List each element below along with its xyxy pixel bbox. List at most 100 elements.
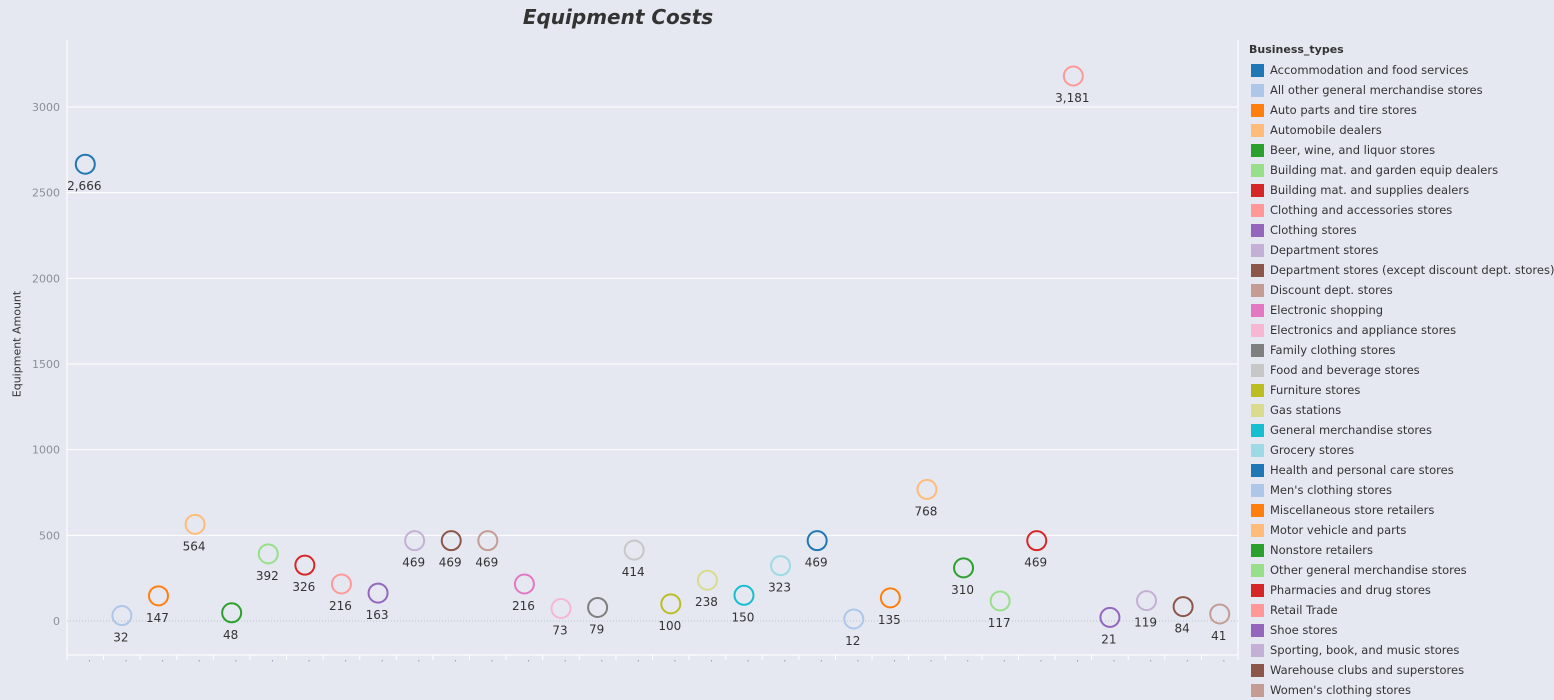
legend-item[interactable]: Sporting, book, and music stores bbox=[1249, 640, 1554, 660]
data-point bbox=[1026, 530, 1048, 552]
data-point bbox=[550, 597, 572, 619]
legend-label: Building mat. and supplies dealers bbox=[1270, 183, 1470, 197]
data-point bbox=[1062, 65, 1084, 87]
legend-swatch bbox=[1251, 663, 1264, 677]
x-tick-label bbox=[784, 660, 786, 662]
legend-swatch bbox=[1251, 363, 1264, 377]
legend-item[interactable]: Accommodation and food services bbox=[1249, 60, 1554, 80]
data-label: 79 bbox=[589, 622, 604, 636]
legend-label: All other general merchandise stores bbox=[1270, 83, 1483, 97]
legend-label: Food and beverage stores bbox=[1270, 363, 1420, 377]
legend-swatch bbox=[1251, 523, 1264, 537]
legend-item[interactable]: Health and personal care stores bbox=[1249, 460, 1554, 480]
legend-label: Men's clothing stores bbox=[1270, 483, 1392, 497]
legend-item[interactable]: Department stores (except discount dept.… bbox=[1249, 260, 1554, 280]
x-tick-label bbox=[1186, 660, 1188, 662]
legend-item[interactable]: Food and beverage stores bbox=[1249, 360, 1554, 380]
legend: Business_types Accommodation and food se… bbox=[1249, 43, 1554, 700]
legend-item[interactable]: All other general merchandise stores bbox=[1249, 80, 1554, 100]
x-tick-label bbox=[88, 660, 90, 662]
data-label: 414 bbox=[622, 565, 645, 579]
legend-item[interactable]: Warehouse clubs and superstores bbox=[1249, 660, 1554, 680]
data-label: 216 bbox=[512, 599, 535, 613]
data-point bbox=[440, 530, 462, 552]
x-tick-label bbox=[1150, 660, 1152, 662]
legend-item[interactable]: Grocery stores bbox=[1249, 440, 1554, 460]
data-point bbox=[989, 590, 1011, 612]
legend-title: Business_types bbox=[1249, 43, 1344, 56]
legend-swatch bbox=[1251, 603, 1264, 617]
legend-item[interactable]: Men's clothing stores bbox=[1249, 480, 1554, 500]
x-tick-label bbox=[820, 660, 822, 662]
data-point bbox=[404, 530, 426, 552]
legend-item[interactable]: Auto parts and tire stores bbox=[1249, 100, 1554, 120]
legend-swatch bbox=[1251, 423, 1264, 437]
legend-label: Nonstore retailers bbox=[1270, 543, 1373, 557]
legend-label: Accommodation and food services bbox=[1270, 63, 1469, 77]
legend-item[interactable]: Women's clothing stores bbox=[1249, 680, 1554, 700]
legend-label: Gas stations bbox=[1270, 403, 1342, 417]
legend-item[interactable]: Motor vehicle and parts bbox=[1249, 520, 1554, 540]
legend-item[interactable]: Gas stations bbox=[1249, 400, 1554, 420]
legend-swatch bbox=[1251, 303, 1264, 317]
legend-item[interactable]: General merchandise stores bbox=[1249, 420, 1554, 440]
y-tick-label: 1000 bbox=[32, 444, 60, 457]
x-tick-label bbox=[674, 660, 676, 662]
legend-item[interactable]: Furniture stores bbox=[1249, 380, 1554, 400]
x-tick-label bbox=[967, 660, 969, 662]
legend-item[interactable]: Electronic shopping bbox=[1249, 300, 1554, 320]
legend-item[interactable]: Discount dept. stores bbox=[1249, 280, 1554, 300]
data-point bbox=[733, 584, 755, 606]
legend-item[interactable]: Building mat. and supplies dealers bbox=[1249, 180, 1554, 200]
legend-item[interactable]: Clothing and accessories stores bbox=[1249, 200, 1554, 220]
legend-item[interactable]: Retail Trade bbox=[1249, 600, 1554, 620]
x-tick-label bbox=[711, 660, 713, 662]
legend-label: Miscellaneous store retailers bbox=[1270, 503, 1435, 517]
legend-item[interactable]: Pharmacies and drug stores bbox=[1249, 580, 1554, 600]
scatter-chart: 0 500 1000 1500 2000 2500 3000 2,666 32 147 564 48 3… bbox=[32, 40, 1239, 662]
x-tick-label bbox=[747, 660, 749, 662]
data-label: 150 bbox=[732, 610, 755, 624]
legend-swatch bbox=[1251, 443, 1264, 457]
legend-item[interactable]: Shoe stores bbox=[1249, 620, 1554, 640]
legend-item[interactable]: Beer, wine, and liquor stores bbox=[1249, 140, 1554, 160]
legend-swatch bbox=[1251, 643, 1264, 657]
legend-item[interactable]: Building mat. and garden equip dealers bbox=[1249, 160, 1554, 180]
data-label: 326 bbox=[292, 580, 315, 594]
data-point bbox=[111, 605, 133, 627]
data-label: 2,666 bbox=[67, 179, 101, 193]
legend-label: Electronics and appliance stores bbox=[1270, 323, 1457, 337]
legend-swatch bbox=[1251, 263, 1264, 277]
x-tick-label bbox=[162, 660, 164, 662]
legend-swatch bbox=[1251, 563, 1264, 577]
legend-swatch bbox=[1251, 683, 1264, 697]
legend-item[interactable]: Clothing stores bbox=[1249, 220, 1554, 240]
data-label: 3,181 bbox=[1055, 91, 1089, 105]
legend-label: Clothing and accessories stores bbox=[1270, 203, 1453, 217]
data-label: 119 bbox=[1134, 616, 1157, 630]
legend-label: Health and personal care stores bbox=[1270, 463, 1454, 477]
legend-swatch bbox=[1251, 463, 1264, 477]
legend-label: Department stores (except discount dept.… bbox=[1270, 263, 1554, 277]
legend-item[interactable]: Department stores bbox=[1249, 240, 1554, 260]
legend-swatch bbox=[1251, 63, 1264, 77]
legend-item[interactable]: Miscellaneous store retailers bbox=[1249, 500, 1554, 520]
data-label: 469 bbox=[402, 556, 425, 570]
data-label: 100 bbox=[658, 619, 681, 633]
legend-swatch bbox=[1251, 163, 1264, 177]
legend-swatch bbox=[1251, 103, 1264, 117]
legend-item[interactable]: Automobile dealers bbox=[1249, 120, 1554, 140]
y-tick-label: 2500 bbox=[32, 187, 60, 200]
data-point bbox=[696, 569, 718, 591]
data-label: 73 bbox=[552, 623, 567, 637]
legend-item[interactable]: Nonstore retailers bbox=[1249, 540, 1554, 560]
data-point bbox=[257, 543, 279, 565]
legend-label: Auto parts and tire stores bbox=[1270, 103, 1417, 117]
legend-swatch bbox=[1251, 483, 1264, 497]
legend-swatch bbox=[1251, 123, 1264, 137]
legend-swatch bbox=[1251, 223, 1264, 237]
legend-item[interactable]: Family clothing stores bbox=[1249, 340, 1554, 360]
legend-item[interactable]: Electronics and appliance stores bbox=[1249, 320, 1554, 340]
legend-item[interactable]: Other general merchandise stores bbox=[1249, 560, 1554, 580]
x-tick-label bbox=[637, 660, 639, 662]
